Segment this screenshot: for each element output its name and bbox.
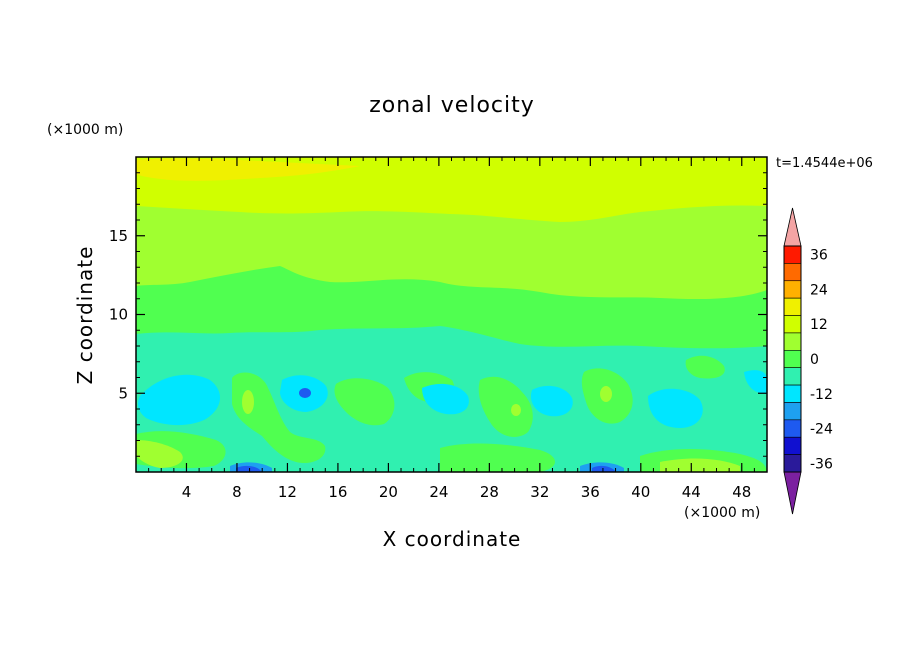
x-tick-label: 4 bbox=[182, 483, 192, 501]
chart-title: zonal velocity bbox=[369, 93, 535, 118]
x-tick-label: 28 bbox=[480, 483, 499, 501]
contour-band-0-6-lower bbox=[232, 372, 326, 464]
colorbar-swatch bbox=[783, 402, 802, 421]
colorbar-swatch bbox=[783, 454, 802, 473]
colorbar-extend-min bbox=[783, 471, 802, 515]
x-tick-label: 44 bbox=[682, 483, 701, 501]
y-axis-label: Z coordinate bbox=[73, 246, 97, 385]
colorbar-swatch bbox=[783, 436, 802, 455]
x-tick-label: 40 bbox=[631, 483, 650, 501]
colorbar-swatch bbox=[783, 263, 802, 282]
colorbar-swatch bbox=[783, 332, 802, 351]
x-tick-label: 24 bbox=[429, 483, 448, 501]
colorbar-swatch bbox=[783, 297, 802, 316]
y-tick-label: 15 bbox=[109, 227, 128, 245]
x-tick-label: 48 bbox=[732, 483, 751, 501]
contour-band-18-24 bbox=[136, 158, 360, 181]
x-axis-ticks: 4 8 12 16 20 24 28 32 36 40 44 48 bbox=[148, 157, 755, 501]
x-tick-label: 12 bbox=[278, 483, 297, 501]
colorbar-tick-label: 24 bbox=[810, 282, 828, 298]
colorbar-swatch bbox=[783, 280, 802, 299]
contour-band-minus12-minus6 bbox=[138, 374, 221, 426]
colorbar-swatch bbox=[783, 245, 802, 264]
colorbar-tick-label: 12 bbox=[810, 317, 828, 333]
y-axis-ticks: 5 10 15 bbox=[109, 172, 767, 457]
y-tick-label: 10 bbox=[109, 306, 128, 324]
colorbar-tick-label: -36 bbox=[810, 456, 833, 472]
x-units-label: (×1000 m) bbox=[684, 505, 760, 521]
x-tick-label: 16 bbox=[328, 483, 347, 501]
x-tick-label: 36 bbox=[581, 483, 600, 501]
x-tick-label: 32 bbox=[530, 483, 549, 501]
contour-band-minus24-minus12 bbox=[299, 388, 311, 398]
contour-field bbox=[136, 157, 767, 472]
y-tick-label: 5 bbox=[118, 384, 128, 402]
time-label: t=1.4544e+06 bbox=[776, 156, 873, 171]
colorbar-swatch bbox=[783, 419, 802, 438]
colorbar-tick-label: 36 bbox=[810, 248, 828, 264]
colorbar-swatch bbox=[783, 315, 802, 334]
colorbar-tick-label: -24 bbox=[810, 422, 833, 438]
x-tick-label: 20 bbox=[379, 483, 398, 501]
x-axis-label: X coordinate bbox=[383, 527, 522, 551]
colorbar-swatch bbox=[783, 384, 802, 403]
colorbar-swatch bbox=[783, 350, 802, 368]
colorbar-swatch bbox=[783, 367, 802, 386]
colorbar-extend-max bbox=[783, 207, 802, 247]
colorbar-frame bbox=[783, 245, 802, 473]
y-units-label: (×1000 m) bbox=[47, 122, 123, 138]
colorbar-tick-label: 0 bbox=[810, 352, 819, 368]
x-tick-label: 8 bbox=[232, 483, 242, 501]
colorbar: 36 24 12 0 -12 -24 -36 bbox=[783, 207, 833, 515]
colorbar-tick-label: -12 bbox=[810, 387, 833, 403]
